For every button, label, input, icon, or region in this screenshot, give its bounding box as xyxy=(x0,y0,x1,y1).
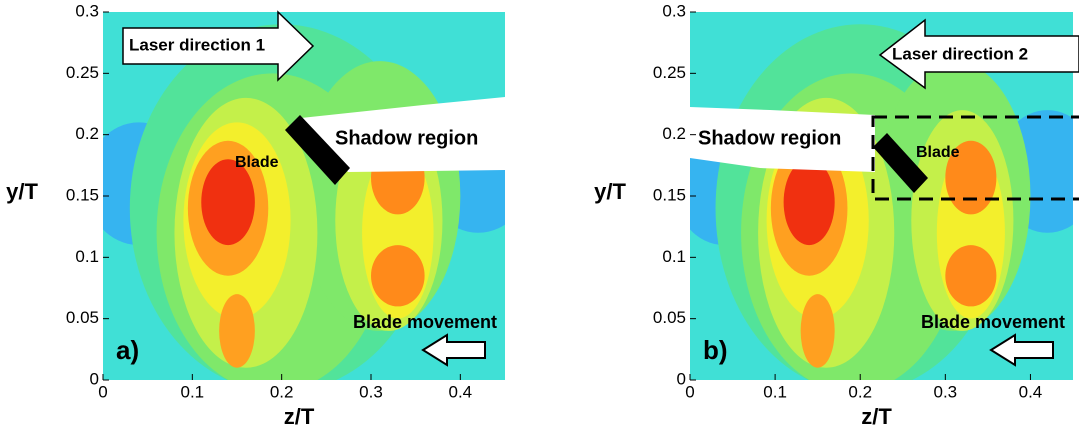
y-tick-label: 0.05 xyxy=(66,308,99,327)
dashed-box xyxy=(871,115,1079,201)
x-tick-label: 0.2 xyxy=(270,382,294,401)
y-tick-label: 0.3 xyxy=(662,1,686,20)
panel-label: a) xyxy=(116,335,139,365)
shadow-label: Shadow region xyxy=(335,127,478,149)
movement-arrow xyxy=(421,333,486,367)
shadow-region xyxy=(690,107,875,172)
x-tick-label: 0 xyxy=(685,382,694,401)
shadow-label: Shadow region xyxy=(698,127,841,149)
y-tick-label: 0.05 xyxy=(653,308,686,327)
laser-label: Laser direction 2 xyxy=(892,44,1028,63)
contour-level xyxy=(800,294,835,368)
contour-level xyxy=(219,294,255,368)
y-tick-label: 0.25 xyxy=(66,63,99,82)
x-tick-label: 0.1 xyxy=(763,382,787,401)
x-axis-label: z/T xyxy=(861,404,892,429)
y-axis-label: y/T xyxy=(6,179,38,204)
y-tick-label: 0 xyxy=(677,369,686,388)
x-tick-label: 0.2 xyxy=(848,382,872,401)
panel-label: b) xyxy=(703,335,728,365)
contour-level xyxy=(945,140,997,215)
x-tick-label: 0.4 xyxy=(1019,382,1043,401)
movement-label: Blade movement xyxy=(353,312,497,332)
y-tick-label: 0.15 xyxy=(66,185,99,204)
blade-label: Blade xyxy=(916,144,960,161)
laser-arrow xyxy=(878,18,1079,90)
y-tick-label: 0.3 xyxy=(75,1,99,20)
blade-label: Blade xyxy=(235,154,279,171)
y-tick-label: 0 xyxy=(90,369,99,388)
x-tick-label: 0 xyxy=(98,382,107,401)
x-tick-label: 0.1 xyxy=(181,382,205,401)
contour-field xyxy=(690,12,1073,380)
contour-level xyxy=(783,159,835,246)
laser-label: Laser direction 1 xyxy=(129,35,265,54)
contour-field xyxy=(103,12,505,380)
contour-level xyxy=(945,245,997,307)
laser-arrow xyxy=(122,10,315,82)
movement-arrow xyxy=(989,333,1054,367)
blade xyxy=(285,115,350,185)
panel: Laser direction 2 Shadow region Blade Blade… xyxy=(594,1,1079,429)
x-tick-label: 0.4 xyxy=(449,382,473,401)
shadow-region xyxy=(301,97,505,172)
y-tick-label: 0.15 xyxy=(653,185,686,204)
panel: Laser direction 1 Shadow region Blade Blade… xyxy=(6,1,505,429)
y-tick-label: 0.2 xyxy=(75,124,99,143)
x-axis-label: z/T xyxy=(284,404,315,429)
contour-level xyxy=(201,159,255,246)
y-tick-label: 0.1 xyxy=(662,247,686,266)
movement-label: Blade movement xyxy=(921,312,1065,332)
blade xyxy=(873,133,928,193)
x-tick-label: 0.3 xyxy=(359,382,383,401)
x-tick-label: 0.3 xyxy=(934,382,958,401)
y-tick-label: 0.2 xyxy=(662,124,686,143)
y-tick-label: 0.25 xyxy=(653,63,686,82)
y-tick-label: 0.1 xyxy=(75,247,99,266)
contour-level xyxy=(371,245,425,307)
y-axis-label: y/T xyxy=(594,179,626,204)
